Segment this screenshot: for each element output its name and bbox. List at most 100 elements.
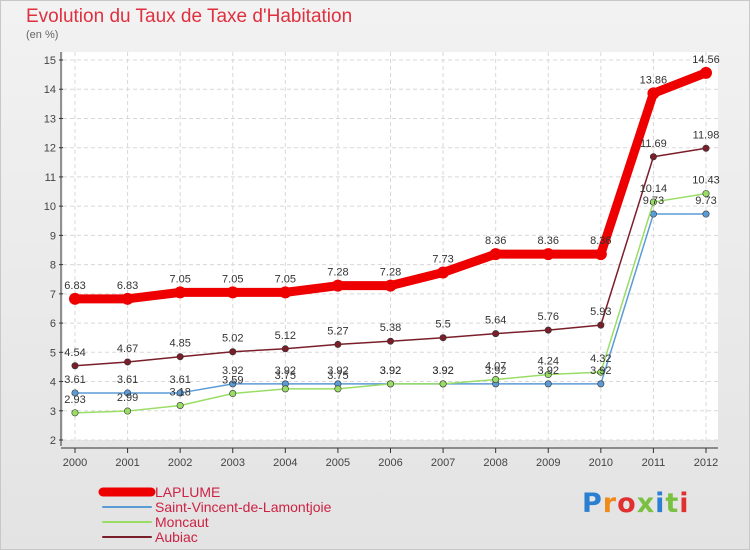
data-label: 7.05 (222, 273, 243, 285)
data-label: 7.05 (275, 273, 296, 285)
data-label: 5.38 (380, 322, 401, 334)
data-label: 2.93 (64, 394, 85, 406)
data-label: 5.5 (435, 319, 450, 331)
data-label: 13.86 (640, 74, 668, 86)
data-label: 4.54 (64, 347, 85, 359)
data-point (649, 153, 657, 161)
y-tick-label: 11 (45, 172, 56, 184)
data-label: 5.64 (485, 315, 506, 327)
legend-label: Saint-Vincent-de-Lamontjoie (155, 499, 332, 515)
data-point (542, 248, 555, 261)
data-label: 8.36 (590, 235, 611, 247)
data-label: 3.61 (117, 374, 138, 386)
legend-label: LAPLUME (155, 484, 220, 500)
data-point (226, 286, 239, 299)
data-point (439, 380, 447, 388)
data-point (700, 66, 712, 79)
data-point (279, 286, 292, 299)
brand-letter: o (617, 488, 637, 519)
data-label: 3.92 (380, 365, 401, 377)
legend-label: Moncaut (155, 514, 209, 530)
data-point (71, 362, 79, 370)
brand-letter: t (665, 488, 680, 519)
data-point (121, 292, 134, 305)
y-tick-label: 2 (50, 435, 56, 447)
chart-subtitle: (en %) (26, 29, 59, 41)
data-point (702, 190, 710, 198)
data-label: 9.73 (643, 195, 664, 207)
y-tick-label: 9 (50, 230, 56, 242)
data-point (229, 380, 237, 388)
data-point (597, 380, 605, 388)
y-tick-label: 14 (44, 84, 56, 96)
x-tick-label: 2005 (326, 457, 350, 469)
x-tick-label: 2010 (589, 457, 613, 469)
data-label: 3.61 (169, 374, 190, 386)
data-label: 3.92 (222, 365, 243, 377)
data-point (702, 210, 710, 218)
data-point (69, 292, 81, 305)
y-tick-label: 7 (50, 289, 56, 301)
y-tick-label: 4 (50, 377, 56, 389)
y-tick-label: 15 (44, 55, 56, 67)
data-label: 7.28 (380, 267, 401, 279)
data-point (176, 353, 184, 361)
data-point (594, 248, 607, 261)
data-label: 3.92 (485, 365, 506, 377)
data-point (229, 348, 237, 356)
data-label: 3.92 (538, 365, 559, 377)
data-label: 5.27 (327, 325, 348, 337)
data-label: 8.36 (485, 235, 506, 247)
brand-letter: r (602, 488, 618, 519)
data-point (597, 368, 605, 376)
data-label: 7.05 (169, 273, 190, 285)
data-label: 4.32 (590, 353, 611, 365)
x-tick-label: 2006 (378, 457, 402, 469)
brand-letter: x (636, 488, 656, 519)
chart-title: Evolution du Taux de Taxe d'Habitation (26, 6, 353, 27)
data-point (544, 380, 552, 388)
data-label: 3.92 (590, 365, 611, 377)
data-label: 8.36 (538, 235, 559, 247)
y-tick-label: 13 (44, 113, 56, 125)
legend-label: Aubiac (155, 529, 198, 545)
data-point (439, 334, 447, 342)
data-label: 10.43 (692, 175, 720, 187)
data-label: 3.75 (275, 370, 296, 382)
x-tick-label: 2012 (694, 457, 718, 469)
brand-letter: i (655, 488, 666, 519)
data-label: 3.92 (432, 365, 453, 377)
data-point (649, 198, 657, 206)
data-point (334, 385, 342, 393)
data-label: 4.67 (117, 343, 138, 355)
x-tick-label: 2004 (273, 457, 297, 469)
x-tick-label: 2002 (168, 457, 192, 469)
data-point (176, 402, 184, 410)
data-point (647, 87, 660, 100)
data-point (384, 279, 397, 292)
data-label: 4.07 (485, 360, 506, 372)
data-point (334, 340, 342, 348)
data-label: 7.73 (432, 254, 453, 266)
data-label: 3.92 (327, 365, 348, 377)
data-point (124, 407, 132, 415)
data-label: 11.98 (693, 129, 720, 141)
x-tick-label: 2007 (431, 457, 455, 469)
data-label: 3.92 (380, 365, 401, 377)
data-label: 3.75 (327, 370, 348, 382)
data-point (71, 409, 79, 417)
data-label: 5.76 (538, 311, 559, 323)
data-point (71, 389, 79, 397)
brand-letter: P (582, 488, 603, 519)
data-point (544, 326, 552, 334)
y-tick-label: 5 (50, 347, 56, 359)
data-point (597, 321, 605, 329)
brand-letter: i (679, 488, 690, 519)
data-point (229, 390, 237, 398)
data-label: 10.14 (640, 183, 668, 195)
data-point (492, 330, 500, 338)
data-label: 5.93 (590, 306, 611, 318)
data-point (176, 389, 184, 397)
data-point (544, 371, 552, 379)
